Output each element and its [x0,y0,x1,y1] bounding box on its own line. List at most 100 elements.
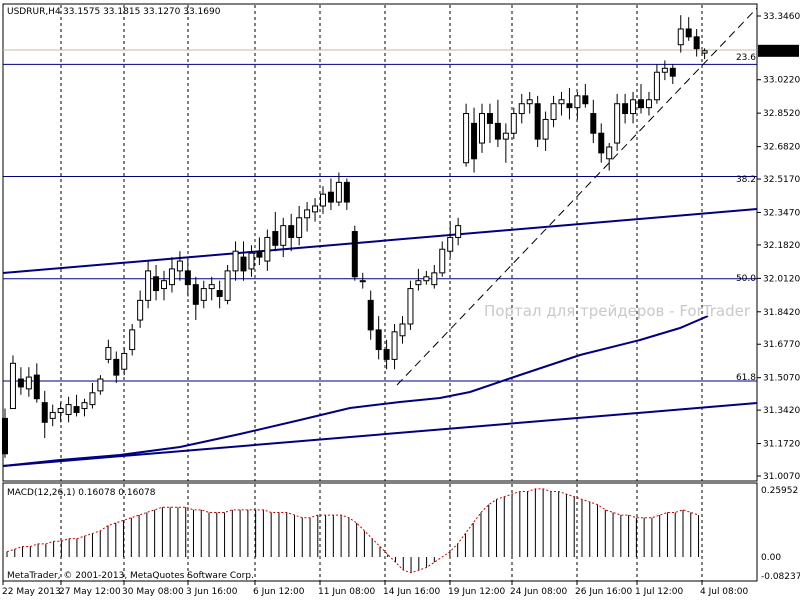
candle-body [113,358,120,376]
time-label: 6 Jun 12:00 [253,587,305,597]
price-tick-label: 33.0220 [763,76,800,86]
current-price-label: 33.1690 [762,47,799,57]
candle-body [598,132,605,154]
price-tick-label: 32.1820 [763,241,800,251]
time-label: 14 Jun 16:00 [383,587,440,597]
candle-body [65,404,72,415]
macd-title: MACD(12,26,1) 0.16078 0.16078 [7,488,156,498]
candle-body [510,113,517,134]
time-grid [60,5,703,581]
candle-body [256,250,263,258]
candle-body [57,408,64,413]
lower-channel-line [2,402,758,467]
candle-body [669,67,676,77]
candle-body [630,99,637,115]
price-tick-label: 31.0070 [763,472,800,482]
price-tick-label: 32.8520 [763,109,800,119]
candlesticks [2,15,708,458]
time-label: 11 Jun 08:00 [318,587,375,597]
candle-body [335,181,342,203]
candle-body [463,113,470,164]
candle-body [677,28,684,46]
macd-signal-line [6,488,699,574]
candle-body [343,181,350,203]
candle-body [296,217,303,238]
candle-body [638,99,644,109]
candle-body [49,411,56,419]
candle-body [685,28,692,38]
price-tick-label: 31.8420 [763,308,800,318]
price-tick-label: 33.3460 [763,12,800,22]
candle-body [97,378,104,392]
candle-body [216,290,223,297]
time-label: 30 May 08:00 [122,587,184,597]
candle-body [359,280,366,283]
candle-body [399,323,406,337]
fibo-label-500: 50.0 [736,274,756,284]
upper-channel-line [2,208,758,274]
candle-body [590,113,597,134]
candle-body [494,122,501,140]
candle-body [272,231,279,246]
candle-body [192,284,199,305]
candle-body [232,250,239,272]
macd-tick-zero: 0.00 [761,553,781,563]
macd-tick-bottom: -0.08237 [761,572,800,582]
candle-body [145,270,152,301]
candle-body [582,95,589,105]
candle-body [645,99,652,109]
candle-body [2,417,8,455]
candle-body [137,299,144,321]
candle-body [701,50,708,54]
candle-body [264,236,271,262]
candle-body [502,132,509,140]
chart-title: USDRUR,H4 [7,7,61,17]
candle-body [550,103,557,120]
candle-body [41,402,48,423]
price-tick-label: 32.3470 [763,208,800,218]
candle-body [312,205,319,213]
candle-body [73,406,80,413]
price-tick-label: 31.5070 [763,374,800,384]
candle-body [184,270,191,286]
candle-body [304,209,311,219]
candle-body [168,268,175,286]
candle-body [153,276,160,292]
price-axis: 33.3460 33.0220 32.8520 32.6820 32.5170 32.34… [757,12,800,482]
candle-body [33,374,40,400]
time-label: 19 Jun 12:00 [448,587,505,597]
candle-body [161,280,167,290]
candle-body [248,252,255,270]
price-tick-label: 31.1720 [763,440,800,450]
fibo-label-618: 61.8 [736,373,756,383]
candle-body [288,225,295,238]
price-tick-label: 31.3420 [763,406,800,416]
candle-body [208,284,215,290]
candle-body [518,103,525,115]
trend-lines [2,7,758,467]
price-tick-label: 31.6770 [763,340,800,350]
candle-body [486,113,493,124]
candle-body [407,288,414,325]
candle-body [383,349,390,360]
price-tick-label: 32.5170 [763,175,800,185]
candle-body [121,352,128,370]
candle-body [415,280,422,286]
current-price-tag [758,44,799,57]
time-label: 4 Jul 08:00 [700,587,749,597]
fibo-label-236: 23.6 [736,53,756,63]
candle-body [320,193,326,207]
candle-body [327,191,334,203]
price-tick-label: 32.0120 [763,274,800,284]
candle-body [622,103,629,115]
candle-body [606,146,613,160]
candle-body [9,362,16,410]
candle-body [129,329,136,351]
candle-body [89,392,96,406]
candle-body [471,122,478,160]
price-pane-frame [2,3,758,482]
time-label: 24 Jun 08:00 [510,587,567,597]
price-tick-label: 32.6820 [763,143,800,153]
